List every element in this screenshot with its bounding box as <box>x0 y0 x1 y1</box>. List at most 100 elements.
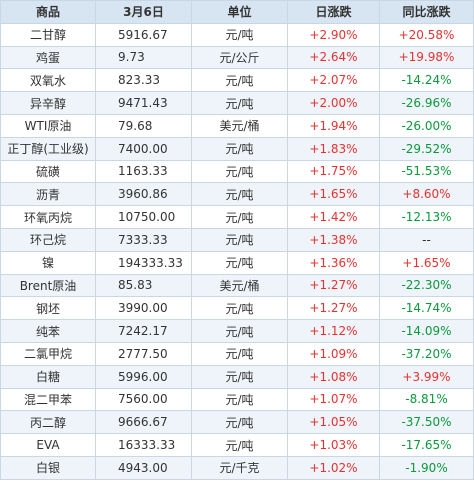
commodity-name-cell: 硫磺 <box>0 159 96 184</box>
unit-cell: 元/吨 <box>191 227 288 252</box>
table-row: 丙二醇 9666.67 元/吨 +1.05% -37.50% <box>0 410 474 435</box>
price-cell: 2777.50 <box>95 341 192 366</box>
daily-change-cell: +1.38% <box>287 227 380 252</box>
table-row: Brent原油 85.83 美元/桶 +1.27% -22.30% <box>0 273 474 298</box>
unit-cell: 元/吨 <box>191 68 288 93</box>
yoy-change-cell: +19.98% <box>379 45 474 70</box>
price-cell: 194333.33 <box>95 250 192 275</box>
commodity-name-cell: WTI原油 <box>0 113 96 138</box>
daily-change-cell: +1.08% <box>287 364 380 389</box>
daily-change-cell: +1.42% <box>287 205 380 229</box>
daily-change-cell: +2.00% <box>287 91 380 115</box>
daily-change-cell: +1.27% <box>287 296 380 321</box>
unit-cell: 元/吨 <box>191 205 288 229</box>
price-cell: 16333.33 <box>95 433 192 457</box>
unit-cell: 元/吨 <box>191 410 288 435</box>
header-unit: 单位 <box>191 0 288 24</box>
unit-cell: 元/吨 <box>191 433 288 457</box>
commodity-name-cell: 双氧水 <box>0 68 96 93</box>
unit-cell: 元/吨 <box>191 159 288 184</box>
yoy-change-cell: -1.90% <box>379 455 474 480</box>
daily-change-cell: +1.02% <box>287 455 380 480</box>
yoy-change-cell: -17.65% <box>379 433 474 457</box>
unit-cell: 元/吨 <box>191 341 288 366</box>
commodity-name-cell: 异辛醇 <box>0 91 96 115</box>
table-row: 沥青 3960.86 元/吨 +1.65% +8.60% <box>0 182 474 207</box>
table-body: 二甘醇 5916.67 元/吨 +2.90% +20.58% 鸡蛋 9.73 元/公斤 +2.6… <box>0 22 474 480</box>
unit-cell: 元/公斤 <box>191 45 288 70</box>
price-cell: 7242.17 <box>95 319 192 343</box>
commodity-name-cell: Brent原油 <box>0 273 96 298</box>
yoy-change-cell: -37.50% <box>379 410 474 435</box>
yoy-change-cell: -22.30% <box>379 273 474 298</box>
price-cell: 5996.00 <box>95 364 192 389</box>
table-row: 鸡蛋 9.73 元/公斤 +2.64% +19.98% <box>0 45 474 70</box>
daily-change-cell: +1.83% <box>287 136 380 161</box>
commodity-name-cell: 沥青 <box>0 182 96 207</box>
table-row: 钢坯 3990.00 元/吨 +1.27% -14.74% <box>0 296 474 321</box>
yoy-change-cell: -26.96% <box>379 91 474 115</box>
yoy-change-cell: -26.00% <box>379 113 474 138</box>
commodity-name-cell: 鸡蛋 <box>0 45 96 70</box>
commodity-name-cell: 镍 <box>0 250 96 275</box>
price-cell: 9471.43 <box>95 91 192 115</box>
price-cell: 79.68 <box>95 113 192 138</box>
yoy-change-cell: -14.09% <box>379 319 474 343</box>
yoy-change-cell: -14.24% <box>379 68 474 93</box>
unit-cell: 元/吨 <box>191 319 288 343</box>
price-cell: 823.33 <box>95 68 192 93</box>
price-cell: 5916.67 <box>95 22 192 47</box>
price-cell: 9666.67 <box>95 410 192 435</box>
table-row: 二甘醇 5916.67 元/吨 +2.90% +20.58% <box>0 22 474 47</box>
commodity-name-cell: 白银 <box>0 455 96 480</box>
table-row: 硫磺 1163.33 元/吨 +1.75% -51.53% <box>0 159 474 184</box>
yoy-change-cell: +20.58% <box>379 22 474 47</box>
daily-change-cell: +1.65% <box>287 182 380 207</box>
table-row: 白糖 5996.00 元/吨 +1.08% +3.99% <box>0 364 474 389</box>
daily-change-cell: +2.90% <box>287 22 380 47</box>
price-cell: 1163.33 <box>95 159 192 184</box>
unit-cell: 元/吨 <box>191 182 288 207</box>
daily-change-cell: +2.64% <box>287 45 380 70</box>
table-row: 正丁醇(工业级) 7400.00 元/吨 +1.83% -29.52% <box>0 136 474 161</box>
table-row: 白银 4943.00 元/千克 +1.02% -1.90% <box>0 455 474 480</box>
price-cell: 9.73 <box>95 45 192 70</box>
daily-change-cell: +1.94% <box>287 113 380 138</box>
yoy-change-cell: -- <box>379 227 474 252</box>
price-cell: 7333.33 <box>95 227 192 252</box>
price-cell: 10750.00 <box>95 205 192 229</box>
header-commodity: 商品 <box>0 0 96 24</box>
yoy-change-cell: +1.65% <box>379 250 474 275</box>
price-cell: 85.83 <box>95 273 192 298</box>
price-cell: 3960.86 <box>95 182 192 207</box>
table-header-row: 商品 3月6日 单位 日涨跌 同比涨跌 <box>0 0 474 24</box>
unit-cell: 元/吨 <box>191 91 288 115</box>
yoy-change-cell: -12.13% <box>379 205 474 229</box>
yoy-change-cell: -29.52% <box>379 136 474 161</box>
yoy-change-cell: -14.74% <box>379 296 474 321</box>
unit-cell: 元/吨 <box>191 387 288 412</box>
price-cell: 7560.00 <box>95 387 192 412</box>
price-cell: 4943.00 <box>95 455 192 480</box>
price-cell: 3990.00 <box>95 296 192 321</box>
daily-change-cell: +1.12% <box>287 319 380 343</box>
commodity-name-cell: EVA <box>0 433 96 457</box>
commodity-name-cell: 白糖 <box>0 364 96 389</box>
daily-change-cell: +1.03% <box>287 433 380 457</box>
daily-change-cell: +1.09% <box>287 341 380 366</box>
table-row: 双氧水 823.33 元/吨 +2.07% -14.24% <box>0 68 474 93</box>
commodity-name-cell: 钢坯 <box>0 296 96 321</box>
yoy-change-cell: -51.53% <box>379 159 474 184</box>
commodity-name-cell: 环己烷 <box>0 227 96 252</box>
commodity-name-cell: 正丁醇(工业级) <box>0 136 96 161</box>
commodity-name-cell: 二甘醇 <box>0 22 96 47</box>
table-row: 环己烷 7333.33 元/吨 +1.38% -- <box>0 227 474 252</box>
daily-change-cell: +1.05% <box>287 410 380 435</box>
daily-change-cell: +1.07% <box>287 387 380 412</box>
header-daily-change: 日涨跌 <box>287 0 380 24</box>
table-row: 混二甲苯 7560.00 元/吨 +1.07% -8.81% <box>0 387 474 412</box>
commodity-name-cell: 丙二醇 <box>0 410 96 435</box>
unit-cell: 元/吨 <box>191 136 288 161</box>
unit-cell: 元/吨 <box>191 250 288 275</box>
